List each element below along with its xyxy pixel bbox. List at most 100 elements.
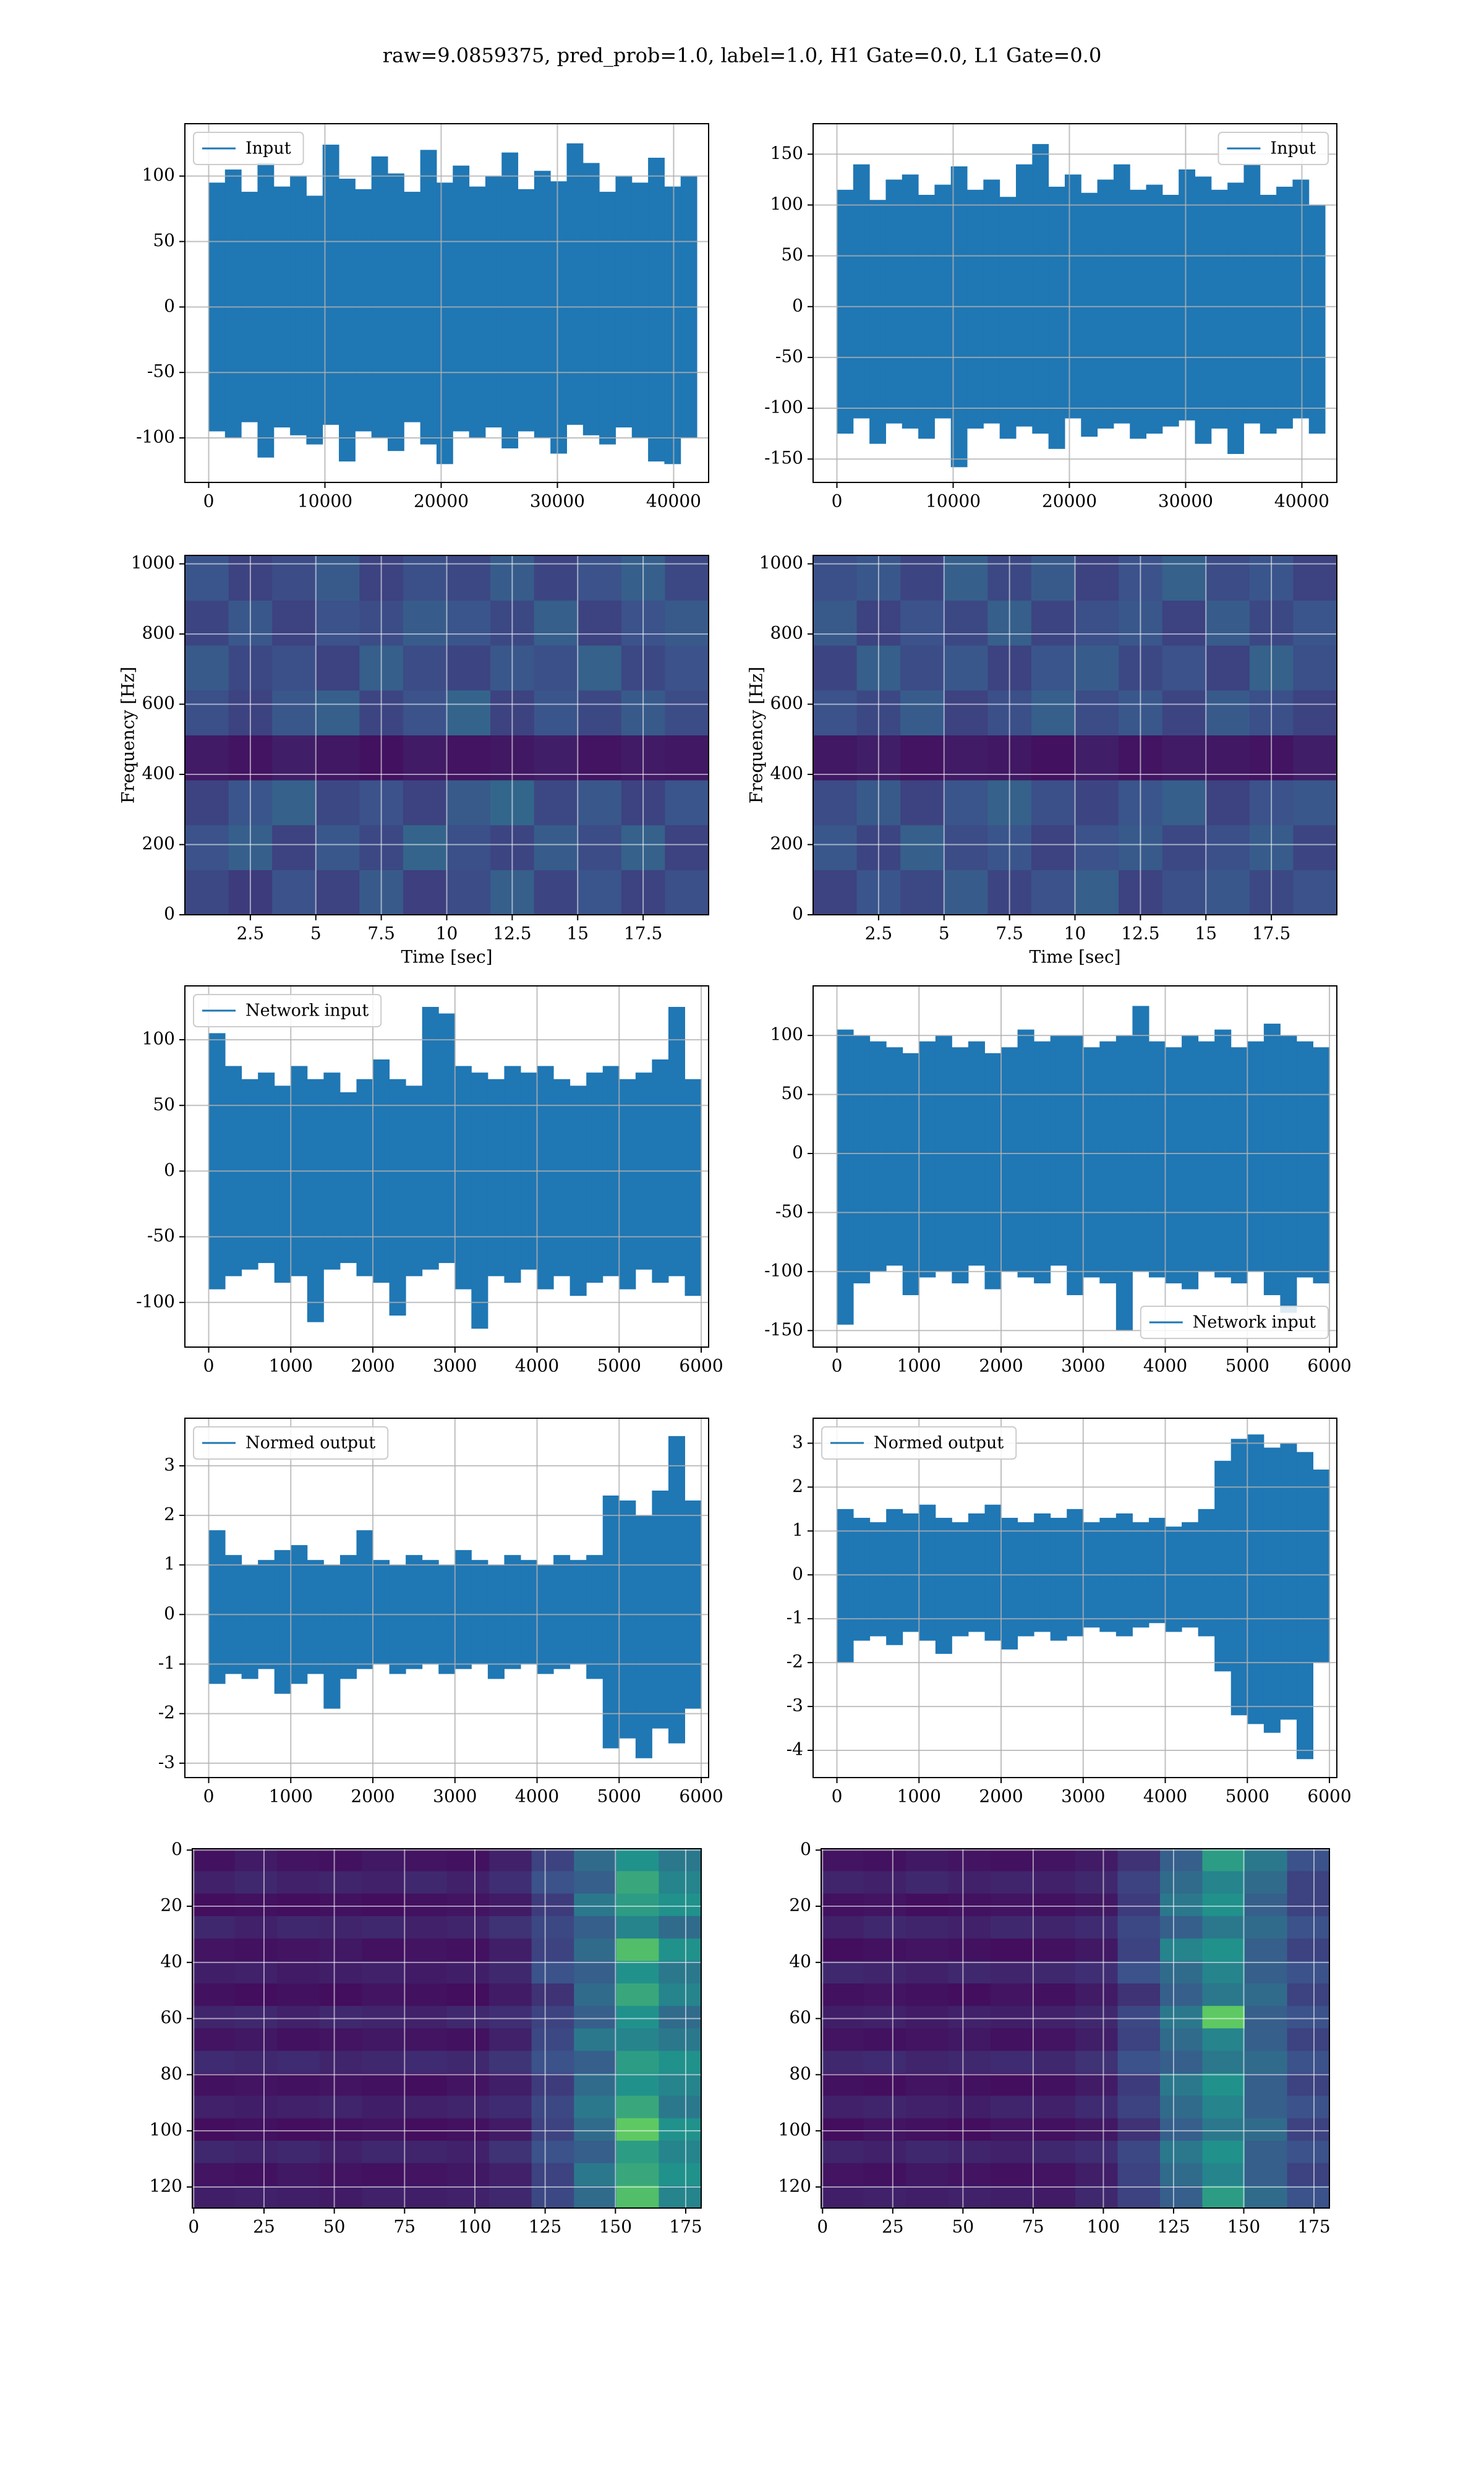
signal-segment	[224, 169, 242, 439]
heatmap-cell	[489, 1849, 532, 1872]
x-axis-label: Time [sec]	[401, 947, 492, 967]
x-tick-label: 125	[1157, 2217, 1190, 2237]
y-tick-label: 200	[142, 833, 175, 854]
heatmap-cell	[1160, 2185, 1203, 2209]
x-tick-label: 3000	[1061, 1356, 1105, 1376]
heatmap-cell	[1160, 2073, 1203, 2096]
heatmap-cell	[944, 555, 988, 601]
heatmap-cell	[659, 2141, 702, 2164]
heatmap-cell	[659, 2006, 702, 2029]
heatmap-cell	[234, 2141, 278, 2164]
x-tick-label: 0	[832, 1356, 843, 1376]
heatmap-cell	[446, 1871, 490, 1894]
heatmap-cell	[813, 870, 858, 915]
heatmap-cell	[863, 2118, 906, 2141]
signal-segment	[1165, 1526, 1182, 1632]
y-tick-label: -3	[158, 1752, 175, 1772]
heatmap-cell	[1033, 2050, 1076, 2074]
heatmap-cell	[319, 1871, 362, 1894]
heatmap-cell	[1075, 2073, 1118, 2096]
heatmap-cell	[531, 1893, 574, 1917]
heatmap-cell	[821, 2185, 864, 2209]
heatmap-cell	[315, 824, 360, 870]
heatmap-cell	[659, 2163, 702, 2186]
x-tick-label: 6000	[679, 1786, 723, 1807]
heatmap-cell	[1031, 780, 1075, 826]
heatmap-cell	[446, 1983, 490, 2006]
heatmap-cell	[1033, 1849, 1076, 1872]
signal-segment	[919, 1504, 936, 1641]
signal-segment	[389, 1079, 406, 1316]
heatmap-cell	[574, 2028, 617, 2052]
heatmap-cell	[403, 780, 447, 826]
y-tick-label: 20	[789, 1895, 811, 1915]
heatmap-cell	[1293, 690, 1337, 735]
heatmap-cell	[277, 2028, 320, 2052]
heatmap-cell	[403, 690, 447, 735]
axes-frame	[184, 985, 709, 1348]
subplot: 0 10000 20000 30000 40000 -100 -50 0 50 100 Input	[136, 123, 709, 511]
heatmap-cell	[362, 1849, 405, 1872]
signal-segment	[307, 1560, 324, 1674]
heatmap-cell	[234, 2073, 278, 2096]
heatmap-cell	[446, 870, 491, 915]
heatmap-cell	[192, 1849, 236, 1872]
x-tick-label: 10000	[926, 491, 981, 511]
signal-segment	[438, 1013, 456, 1264]
legend-label: Network input	[245, 1001, 369, 1021]
heatmap-cell	[319, 2141, 362, 2164]
signal-segment	[1276, 186, 1293, 429]
y-tick-label: 200	[770, 833, 803, 854]
signal-segment	[1308, 205, 1326, 434]
signal-segment	[1313, 1047, 1330, 1283]
heatmap-cell	[531, 2163, 574, 2186]
heatmap-cell	[489, 2163, 532, 2186]
heatmap-cell	[1031, 690, 1075, 735]
heatmap-cell	[185, 645, 229, 691]
heatmap-cell	[404, 1983, 447, 2006]
y-tick-label: 800	[142, 623, 175, 643]
signal-segment	[1247, 1434, 1264, 1724]
heatmap-cell	[1117, 1983, 1161, 2006]
heatmap-cell	[362, 2095, 405, 2119]
subplot: 0 1000 2000 3000 4000 5000 6000 -3 -2 -1 0 1 2 3 Norme…	[158, 1418, 723, 1807]
y-tick-label: 100	[142, 1029, 175, 1049]
heatmap-cell	[1117, 2028, 1161, 2052]
heatmap-cell	[574, 2050, 617, 2074]
signal-segment	[1097, 179, 1114, 429]
signal-segment	[952, 1522, 969, 1637]
heatmap-cell	[665, 600, 709, 646]
heatmap-cell	[948, 2185, 991, 2209]
heatmap-cell	[948, 1871, 991, 1894]
heatmap-cell	[1075, 1871, 1118, 1894]
axes-frame	[812, 555, 1337, 915]
legend-label: Normed output	[874, 1434, 1004, 1453]
heatmap-cell	[863, 2163, 906, 2186]
heatmap-cell	[1287, 2141, 1330, 2164]
signal-segment	[1198, 1041, 1215, 1272]
heatmap-cell	[531, 2185, 574, 2209]
heatmap-cell	[991, 1915, 1033, 1939]
subplot: 0 10000 20000 30000 40000 -150 -100 -50 0 50 100 15…	[764, 123, 1337, 511]
heatmap-cell	[234, 1849, 278, 1872]
signal-segment	[1165, 1047, 1182, 1283]
heatmap-cell	[185, 600, 229, 646]
heatmap-cell	[574, 2118, 617, 2141]
heatmap-cell	[1033, 2141, 1076, 2164]
heatmap-cell	[948, 2073, 991, 2096]
heatmap-cell	[813, 645, 858, 691]
heatmap-cell	[234, 1915, 278, 1939]
signal-segment	[1048, 186, 1065, 449]
heatmap-cell	[813, 780, 858, 826]
heatmap-cell	[1033, 1893, 1076, 1917]
heatmap-cell	[1160, 2163, 1203, 2186]
heatmap-cell	[944, 735, 988, 781]
heatmap-cell	[948, 2118, 991, 2141]
heatmap-cell	[948, 2141, 991, 2164]
heatmap-cell	[991, 1938, 1033, 1962]
signal-segment	[1146, 184, 1163, 434]
heatmap-cell	[821, 2141, 864, 2164]
heatmap-cell	[944, 690, 988, 735]
x-tick-label: 17.5	[1252, 923, 1290, 944]
